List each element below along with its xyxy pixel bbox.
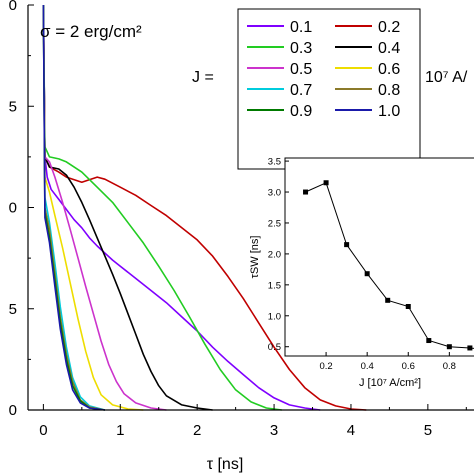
inset-point: [385, 297, 391, 303]
y-tick-label: 0: [9, 200, 17, 217]
legend: 0.1 0.2 0.3 0.4 0.5 0.6 0.7 0.8 0.9 1.0 J = 10⁷ A/: [192, 8, 468, 170]
inset-x-axis-title: J [10⁷ A/cm²]: [359, 377, 421, 389]
x-tick-label: 1: [116, 422, 124, 439]
legend-label: 0.4: [378, 40, 400, 57]
legend-label: 0.1: [290, 19, 312, 36]
main-plot-lines: [42, 4, 367, 411]
inset-point: [303, 189, 309, 195]
inset-chart: 0.5 1.0 1.5 2.0 2.5 3.0 3.5 0.2 0.4 0.6 0.8 J [10⁷ …: [249, 157, 474, 389]
inset-y-tick-label: 0.5: [268, 342, 281, 353]
inset-y-tick-label: 1.5: [268, 280, 281, 291]
inset-y-tick-label: 3.5: [268, 157, 281, 168]
legend-label: 0.8: [378, 82, 400, 99]
inset-point: [344, 242, 350, 248]
inset-x-tick-label: 0.4: [361, 361, 374, 372]
inset-x-tick-label: 0.2: [319, 361, 332, 372]
legend-label: 0.7: [290, 82, 312, 99]
y-tick-label: 5: [9, 301, 17, 318]
legend-unit: 10⁷ A/: [425, 69, 468, 86]
inset-series-line: [305, 182, 474, 349]
legend-label: 0.6: [378, 61, 400, 78]
inset-x-tick-label: 0.8: [443, 361, 456, 372]
series-line-0-7: [42, 4, 106, 411]
series-line-0-6: [42, 4, 144, 411]
inset-point: [426, 338, 432, 344]
legend-title: J =: [192, 69, 214, 86]
inset-point: [446, 344, 452, 350]
legend-label: 0.9: [290, 103, 312, 120]
x-tick-label: 2: [193, 422, 201, 439]
series-line-0-4: [42, 4, 213, 411]
legend-label: 0.3: [290, 40, 312, 57]
y-tick-label: 0: [9, 402, 17, 419]
series-line-0-2: [42, 4, 367, 411]
inset-point: [405, 304, 411, 309]
inset-point: [467, 345, 473, 351]
x-tick-label: 5: [424, 422, 432, 439]
x-tick-label: 3: [270, 422, 278, 439]
series-line-0-5: [42, 4, 167, 411]
inset-y-tick-label: 1.0: [268, 311, 281, 322]
y-tick-label: 5: [9, 98, 17, 115]
inset-point: [323, 180, 329, 186]
series-line-0-3: [42, 4, 282, 411]
series-line-1-0: [42, 4, 106, 411]
legend-label: 1.0: [378, 103, 400, 120]
inset-y-axis-title: τSW [ns]: [249, 236, 261, 279]
main-axes: 0 1 2 3 4 5 0 5 0 5 0 τ [ns]: [9, 0, 474, 473]
inset-y-tick-label: 2.0: [268, 249, 281, 260]
x-tick-label: 0: [39, 422, 47, 439]
inset-point: [364, 271, 370, 277]
x-tick-label: 4: [347, 422, 355, 439]
series-line-0-9: [42, 4, 106, 411]
x-axis-title: τ [ns]: [207, 456, 244, 473]
inset-frame: [284, 157, 474, 357]
inset-y-tick-label: 2.5: [268, 218, 281, 229]
series-line-0-1: [42, 4, 321, 411]
legend-label: 0.5: [290, 61, 312, 78]
y-tick-label: 0: [9, 0, 17, 14]
inset-x-tick-label: 0.6: [402, 361, 415, 372]
legend-label: 0.2: [378, 19, 400, 36]
inset-y-tick-label: 3.0: [268, 188, 281, 199]
sigma-annotation: σ = 2 erg/cm²: [40, 22, 142, 41]
